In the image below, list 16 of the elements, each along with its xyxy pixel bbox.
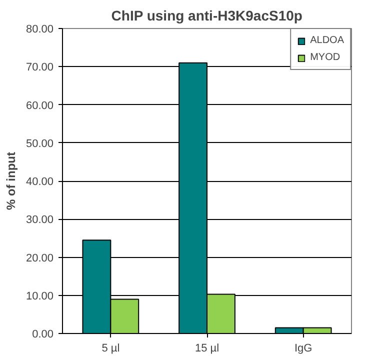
y-tick-label: 70.00 bbox=[26, 62, 54, 74]
y-tick-label: 50.00 bbox=[26, 138, 54, 150]
y-tick-label: 30.00 bbox=[26, 214, 54, 226]
y-tick-label: 0.00 bbox=[32, 328, 54, 340]
y-tick-label: 20.00 bbox=[26, 252, 54, 264]
y-axis-title: % of input bbox=[4, 152, 18, 210]
y-tick-label: 10.00 bbox=[26, 290, 54, 302]
y-tick-label: 80.00 bbox=[26, 24, 54, 36]
x-tick-label: 15 µl bbox=[194, 342, 220, 354]
x-tick-label: 5 µl bbox=[102, 342, 120, 354]
y-tick-label: 60.00 bbox=[26, 100, 54, 112]
chart-title: ChIP using anti-H3K9acS10p bbox=[111, 8, 302, 24]
x-tick-label: IgG bbox=[294, 342, 312, 354]
legend-label: ALDOA bbox=[310, 35, 344, 46]
legend-label: MYOD bbox=[310, 52, 340, 63]
y-tick-label: 40.00 bbox=[26, 176, 54, 188]
